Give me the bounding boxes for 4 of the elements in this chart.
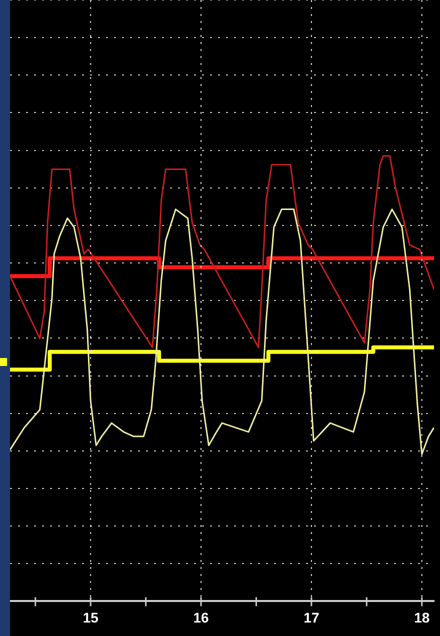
x-tick-label: 17 [304, 609, 320, 626]
x-tick-label: 15 [82, 609, 99, 626]
x-tick-label: 18 [414, 609, 430, 626]
x-tick-label: 16 [193, 609, 210, 626]
